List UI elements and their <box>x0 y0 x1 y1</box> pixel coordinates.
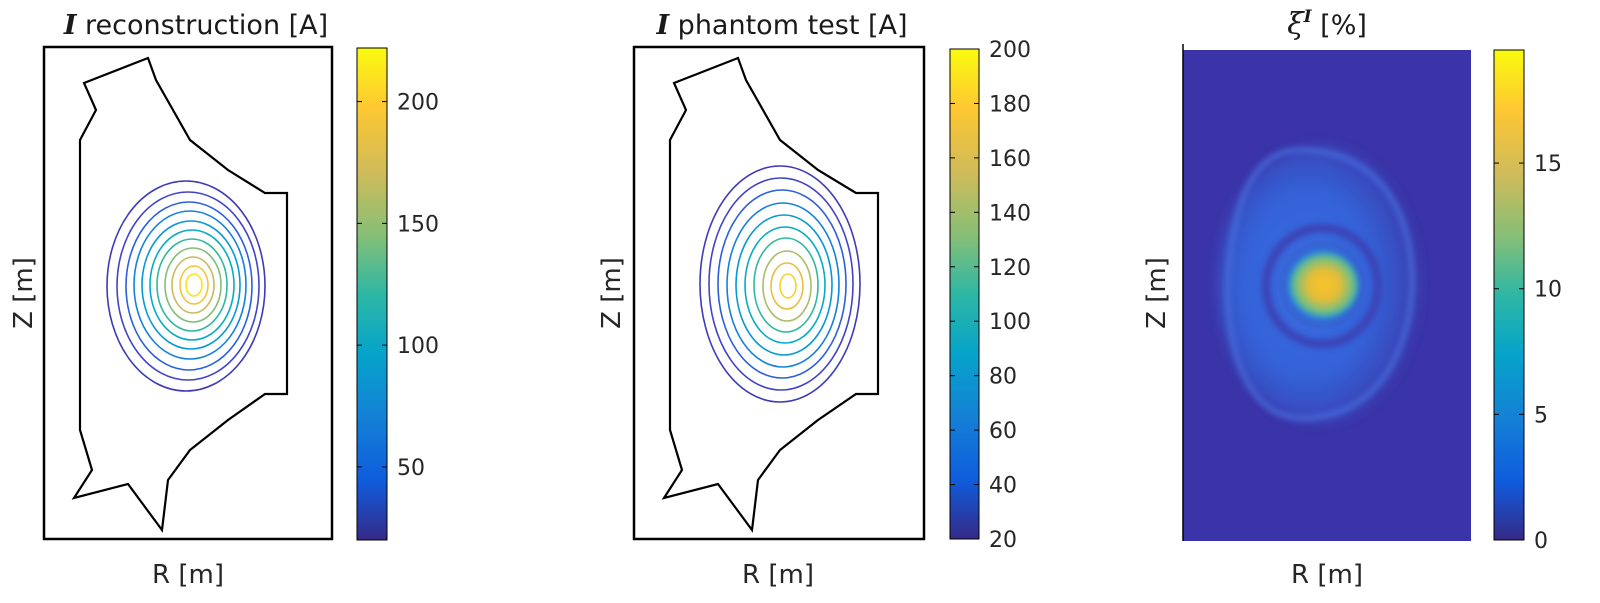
panel2-xlabel: R [m] <box>742 560 814 590</box>
panel1-ylabel: Z [m] <box>9 257 39 329</box>
colorbar-tick-label: 60 <box>989 419 1017 444</box>
panel2-vessel-outline <box>661 56 880 533</box>
panel1-contour-190 <box>171 256 215 314</box>
panel-phantom: I phantom test [A] R [m] Z [m] 20 40 60 80 1… <box>597 10 1031 590</box>
panel3-ylabel: Z [m] <box>1142 257 1172 329</box>
colorbar-tick-label: 15 <box>1534 152 1562 177</box>
panel3-title: ξI [%] <box>1287 7 1367 42</box>
panel3-colorbar <box>1493 49 1525 541</box>
panel1-contour-70 <box>125 201 253 371</box>
panel1-contour-110 <box>141 220 241 350</box>
panel2-contour-150 <box>753 237 819 333</box>
panel3-colorbar-ticks: 0 5 10 15 <box>1494 152 1562 554</box>
panel-reconstruction: I reconstruction [A] R [m] Z [m] 50 100 15… <box>9 10 439 590</box>
colorbar-tick-label: 180 <box>989 92 1031 117</box>
colorbar-tick-label: 100 <box>397 334 439 359</box>
panel1-xlabel: R [m] <box>152 560 224 590</box>
colorbar-tick-label: 160 <box>989 147 1031 172</box>
panel1-colorbar-ticks: 50 100 150 200 <box>357 91 439 481</box>
panel1-colorbar <box>356 47 388 541</box>
colorbar-tick-label: 0 <box>1534 529 1548 554</box>
panel3-xlabel: R [m] <box>1291 560 1363 590</box>
panel2-contour-50 <box>708 177 854 391</box>
panel3-hotspot <box>1290 253 1358 317</box>
panel2-contour-195 <box>779 273 797 299</box>
panel2-axes-frame <box>632 45 926 541</box>
panel2-contours <box>699 165 861 403</box>
panel1-title: I reconstruction [A] <box>63 10 328 41</box>
panel3-inner-dip-ring <box>1261 223 1383 349</box>
panel3-heatmap <box>1183 50 1471 541</box>
panel3-edge-ring <box>1225 147 1415 421</box>
colorbar-tick-label: 100 <box>989 310 1031 335</box>
panel-error: ξI [%] R [m] Z [m] 0 5 10 15 <box>1142 7 1562 590</box>
panel1-vessel-outline <box>71 56 289 533</box>
panel2-colorbar <box>949 48 980 540</box>
panel1-contour-205 <box>179 265 209 305</box>
panel2-contour-170 <box>762 250 812 322</box>
panel2-title: I phantom test [A] <box>655 10 907 41</box>
colorbar-tick-label: 140 <box>989 201 1031 226</box>
panel2-ylabel: Z [m] <box>597 257 627 329</box>
panel2-contour-30 <box>699 165 861 403</box>
colorbar-tick-label: 200 <box>397 91 439 116</box>
panel1-contour-215 <box>185 273 203 297</box>
panel1-contour-50 <box>116 191 260 381</box>
colorbar-tick-label: 80 <box>989 365 1017 390</box>
panel2-contour-185 <box>770 262 804 310</box>
panel1-contour-130 <box>149 229 235 341</box>
colorbar-tick-label: 200 <box>989 38 1031 63</box>
panel2-colorbar-ticks: 20 40 60 80 100 120 140 160 180 200 <box>950 38 1031 553</box>
panel2-contour-110 <box>735 214 833 356</box>
colorbar-tick-label: 20 <box>989 528 1017 553</box>
colorbar-tick-label: 50 <box>397 456 425 481</box>
colorbar-tick-label: 120 <box>989 256 1031 281</box>
colorbar-tick-label: 5 <box>1534 403 1548 428</box>
panel2-contour-90 <box>726 202 840 368</box>
panel1-contour-30 <box>106 180 266 392</box>
colorbar-tick-label: 40 <box>989 474 1017 499</box>
panel1-contours <box>106 180 266 392</box>
panel1-contour-170 <box>164 247 222 323</box>
colorbar-tick-label: 150 <box>397 212 439 237</box>
panel2-contour-70 <box>717 189 847 379</box>
panel1-contour-90 <box>133 210 247 360</box>
panel1-contour-150 <box>156 238 228 332</box>
panel2-contour-130 <box>744 226 826 344</box>
colorbar-tick-label: 10 <box>1534 278 1562 303</box>
